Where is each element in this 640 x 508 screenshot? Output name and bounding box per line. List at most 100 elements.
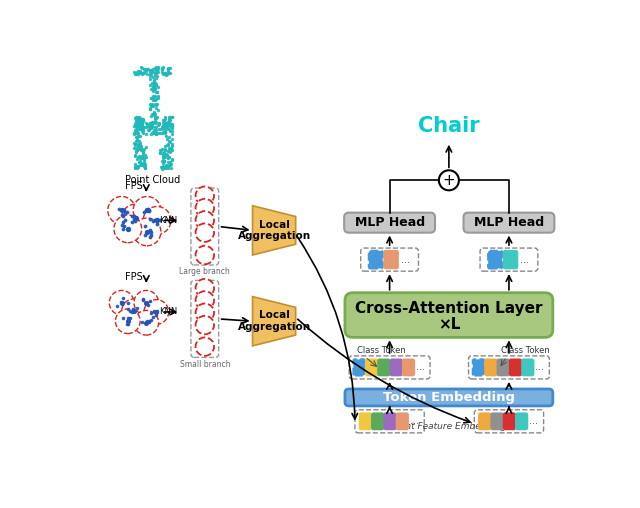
Point	[145, 81, 156, 89]
Point	[138, 69, 148, 77]
Point	[132, 68, 142, 76]
Point	[151, 123, 161, 131]
Point	[151, 114, 161, 122]
Point	[145, 226, 155, 234]
Circle shape	[108, 197, 136, 224]
Point	[131, 163, 141, 171]
Point	[146, 68, 156, 76]
Point	[158, 162, 168, 170]
Point	[146, 85, 156, 93]
Point	[158, 122, 168, 130]
Point	[138, 149, 148, 157]
Point	[132, 121, 143, 130]
Point	[148, 129, 159, 137]
Text: Class Token: Class Token	[501, 346, 550, 355]
Point	[148, 95, 159, 103]
Text: ×L: ×L	[438, 317, 460, 332]
Point	[131, 160, 141, 168]
Point	[166, 144, 176, 152]
Point	[161, 162, 172, 170]
Point	[159, 148, 170, 156]
Point	[139, 156, 149, 165]
Point	[136, 145, 146, 153]
Point	[151, 80, 161, 88]
Point	[137, 161, 147, 169]
Point	[156, 165, 166, 173]
Point	[163, 141, 173, 149]
Point	[145, 124, 155, 132]
Point	[142, 120, 152, 128]
Point	[167, 122, 177, 130]
Point	[158, 69, 168, 77]
Point	[149, 118, 159, 126]
Point	[145, 121, 155, 130]
Point	[139, 123, 149, 131]
Point	[150, 130, 161, 138]
Point	[147, 66, 157, 74]
FancyBboxPatch shape	[369, 251, 383, 268]
Point	[116, 206, 127, 214]
Point	[164, 121, 174, 129]
Point	[138, 148, 148, 156]
Point	[159, 142, 170, 150]
Point	[146, 231, 156, 239]
Point	[157, 65, 167, 73]
Point	[136, 69, 147, 77]
Point	[148, 92, 158, 100]
Point	[132, 118, 142, 126]
Point	[148, 313, 158, 321]
Point	[151, 311, 161, 320]
Point	[161, 151, 172, 159]
FancyBboxPatch shape	[345, 389, 553, 406]
Point	[156, 148, 166, 156]
Point	[167, 130, 177, 138]
Point	[149, 108, 159, 116]
Point	[129, 144, 139, 152]
Point	[127, 218, 137, 226]
Point	[167, 119, 177, 128]
Point	[166, 146, 177, 154]
Point	[148, 83, 159, 91]
Point	[165, 64, 175, 72]
Point	[147, 119, 157, 127]
Point	[137, 151, 147, 160]
Point	[120, 216, 131, 224]
Point	[146, 112, 156, 120]
Circle shape	[439, 170, 459, 190]
Point	[161, 71, 171, 79]
Point	[131, 115, 141, 123]
Point	[159, 145, 170, 153]
Point	[157, 68, 167, 76]
Point	[161, 70, 172, 78]
Point	[145, 315, 156, 324]
Point	[149, 85, 159, 93]
Point	[158, 149, 168, 157]
Point	[164, 121, 175, 130]
Circle shape	[196, 316, 214, 334]
Point	[151, 129, 161, 137]
Text: Token Embedding: Token Embedding	[383, 391, 515, 404]
Point	[133, 151, 143, 160]
Text: KNN: KNN	[159, 216, 178, 225]
Text: ...: ...	[200, 241, 210, 251]
FancyBboxPatch shape	[463, 213, 554, 233]
Point	[130, 164, 140, 172]
Point	[145, 105, 156, 113]
Point	[152, 106, 163, 114]
Point	[152, 113, 163, 121]
Point	[137, 121, 147, 129]
Point	[150, 81, 161, 89]
Point	[142, 65, 152, 73]
Point	[150, 66, 161, 74]
Point	[113, 205, 124, 213]
Point	[147, 120, 157, 128]
Point	[130, 141, 140, 149]
Point	[164, 138, 174, 146]
Point	[163, 164, 173, 172]
Point	[150, 64, 161, 72]
Point	[135, 68, 145, 76]
Point	[157, 64, 167, 72]
Point	[137, 119, 147, 128]
Point	[131, 112, 141, 120]
Point	[139, 68, 149, 76]
